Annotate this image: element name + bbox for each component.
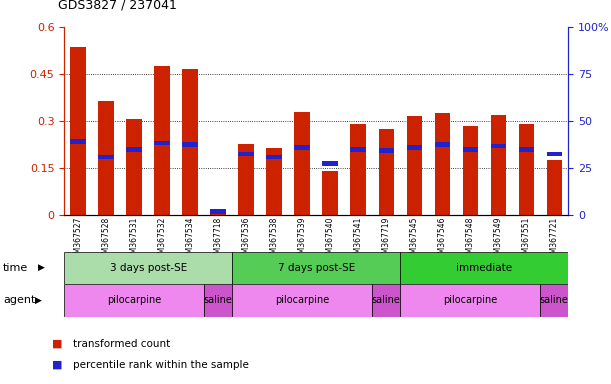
Bar <box>126 147 142 152</box>
Text: pilocarpine: pilocarpine <box>275 295 329 306</box>
Text: immediate: immediate <box>456 263 512 273</box>
Text: 7 days post-SE: 7 days post-SE <box>277 263 355 273</box>
Bar <box>491 115 506 215</box>
Bar <box>491 144 506 148</box>
Bar <box>463 126 478 215</box>
Text: ■: ■ <box>52 360 62 370</box>
Text: 3 days post-SE: 3 days post-SE <box>109 263 187 273</box>
Bar <box>546 152 562 156</box>
Bar <box>351 147 366 152</box>
Bar <box>378 148 394 153</box>
Bar <box>463 147 478 152</box>
Text: GDS3827 / 237041: GDS3827 / 237041 <box>58 0 177 12</box>
Bar <box>155 141 170 145</box>
Bar <box>64 284 204 317</box>
Text: saline: saline <box>540 295 569 306</box>
Bar <box>98 155 114 159</box>
Text: percentile rank within the sample: percentile rank within the sample <box>73 360 249 370</box>
Bar <box>210 209 226 214</box>
Bar <box>126 119 142 215</box>
Text: ▶: ▶ <box>38 263 45 272</box>
Bar <box>400 284 540 317</box>
Bar <box>232 252 400 284</box>
Bar <box>323 161 338 166</box>
Bar <box>406 145 422 150</box>
Bar <box>434 142 450 147</box>
Bar <box>183 142 198 147</box>
Bar <box>406 116 422 215</box>
Bar <box>98 101 114 215</box>
Bar <box>295 111 310 215</box>
Bar <box>378 129 394 215</box>
Bar <box>238 152 254 156</box>
Text: ■: ■ <box>52 339 62 349</box>
Bar <box>400 252 568 284</box>
Bar <box>204 284 232 317</box>
Bar <box>64 252 232 284</box>
Bar <box>519 147 534 152</box>
Bar <box>155 66 170 215</box>
Bar <box>434 113 450 215</box>
Bar <box>183 69 198 215</box>
Bar <box>210 211 226 215</box>
Bar <box>540 284 568 317</box>
Bar <box>70 139 86 144</box>
Text: ▶: ▶ <box>35 296 42 305</box>
Bar <box>519 124 534 215</box>
Bar <box>351 124 366 215</box>
Text: saline: saline <box>371 295 401 306</box>
Text: saline: saline <box>203 295 233 306</box>
Text: agent: agent <box>3 295 35 306</box>
Text: transformed count: transformed count <box>73 339 170 349</box>
Bar <box>266 147 282 215</box>
Bar <box>266 155 282 159</box>
Bar <box>70 47 86 215</box>
Text: time: time <box>3 263 28 273</box>
Bar <box>238 144 254 215</box>
Bar <box>232 284 372 317</box>
Text: pilocarpine: pilocarpine <box>107 295 161 306</box>
Text: pilocarpine: pilocarpine <box>443 295 497 306</box>
Bar <box>546 160 562 215</box>
Bar <box>295 145 310 150</box>
Bar <box>372 284 400 317</box>
Bar <box>323 171 338 215</box>
